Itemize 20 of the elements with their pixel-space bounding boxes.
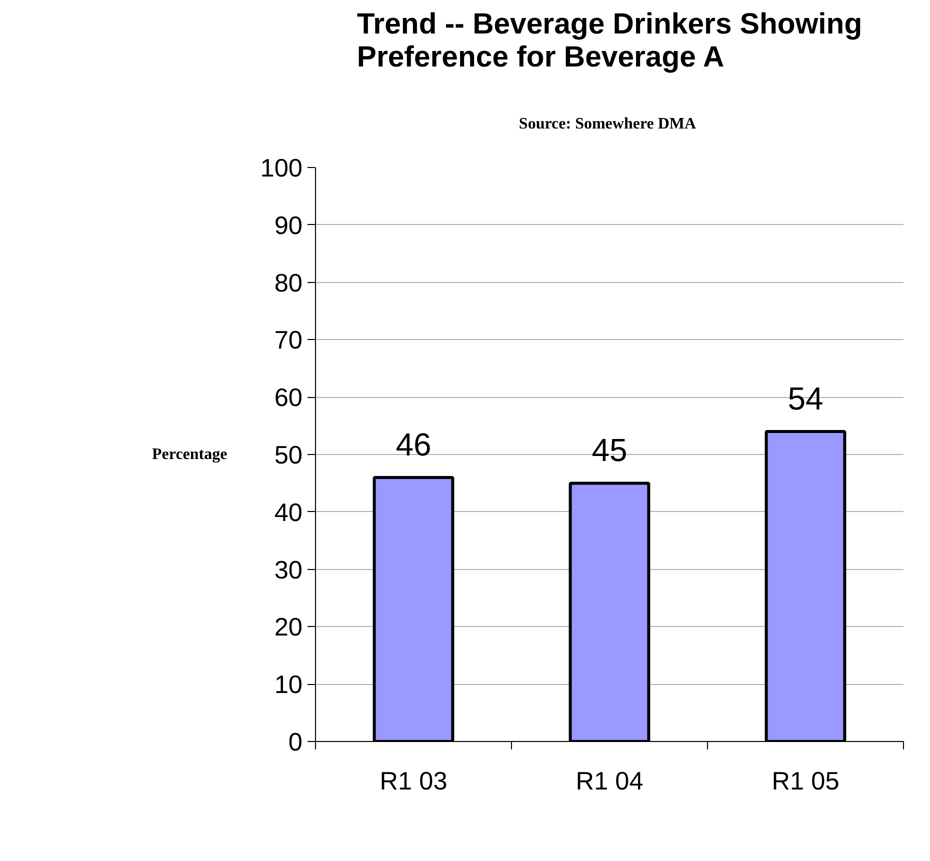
y-tick-label: 100 xyxy=(260,154,303,182)
y-tick-label: 0 xyxy=(288,728,303,756)
y-tick-label: 90 xyxy=(274,212,303,240)
x-tick-label: R1 03 xyxy=(380,768,448,796)
y-tick-label: 60 xyxy=(274,384,303,412)
source-note: Source: Somewhere DMA xyxy=(518,116,697,132)
data-label: 54 xyxy=(788,380,824,417)
y-tick-label: 80 xyxy=(274,269,303,298)
y-tick-label: 70 xyxy=(274,326,303,355)
x-tick-label: R1 04 xyxy=(576,768,644,796)
y-tick-label: 10 xyxy=(274,671,303,700)
x-tick-label: R1 05 xyxy=(772,768,840,796)
y-tick-label: 40 xyxy=(274,498,303,527)
y-tick-label: 30 xyxy=(274,556,303,584)
y-tick-label: 50 xyxy=(274,442,303,470)
data-label: 46 xyxy=(396,426,432,462)
chart-title: Trend -- Beverage Drinkers Showing Preference for Beverage A xyxy=(356,8,862,74)
y-tick-label: 20 xyxy=(274,614,303,642)
y-axis-title: Percentage xyxy=(152,446,228,463)
data-label: 45 xyxy=(592,432,628,468)
